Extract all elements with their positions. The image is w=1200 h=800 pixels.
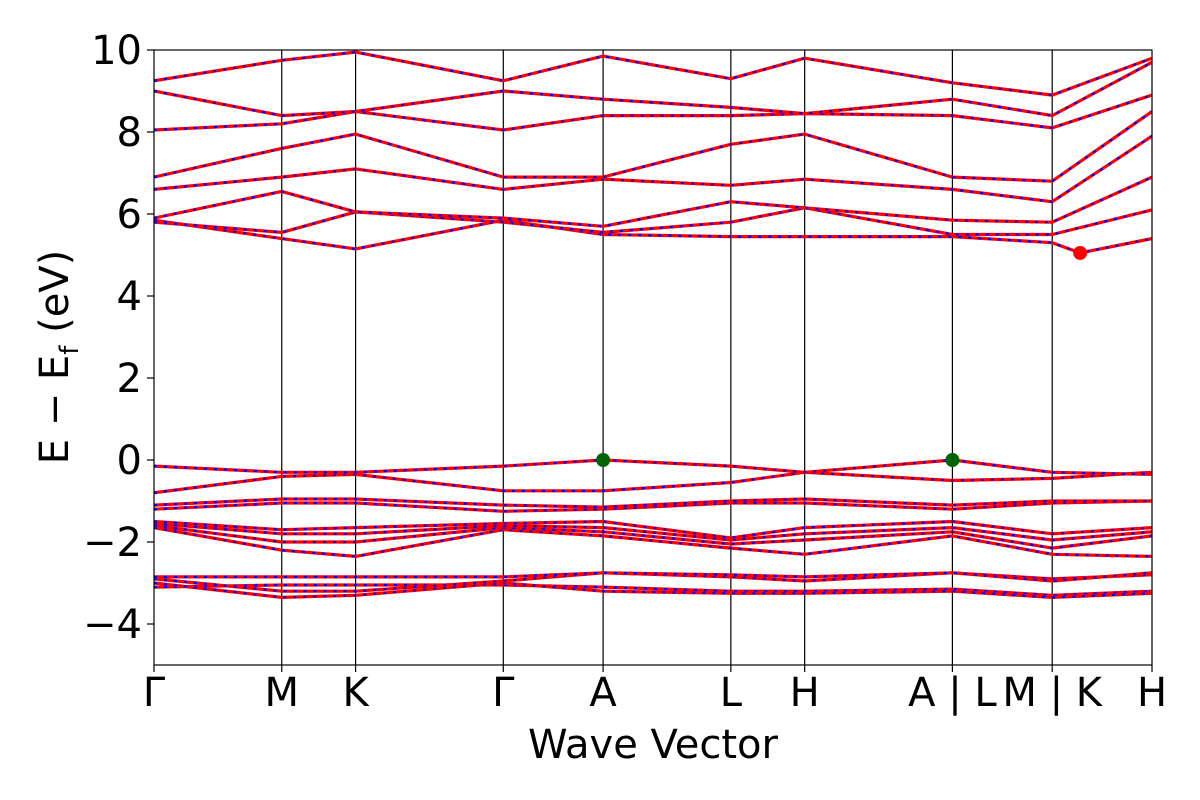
x-tick-label: A [589, 670, 617, 716]
y-axis-ticks: −4 −2 0 2 4 6 8 10 [83, 28, 154, 648]
y-tick-label: 4 [117, 274, 142, 320]
x-tick-label: Γ [492, 670, 515, 716]
x-tick-label: A | L [908, 670, 997, 716]
band-line-overlay-7 [154, 522, 1152, 542]
band-line-18 [154, 93, 1152, 132]
plot-frame [153, 49, 1153, 666]
vbm-marker-1 [596, 453, 611, 467]
y-tick-label: 10 [91, 28, 142, 74]
band-line-overlay-12 [154, 458, 1152, 476]
band-line-overlay-15 [154, 176, 1152, 228]
band-line-15 [154, 175, 1152, 228]
x-tick-label: M | K [1002, 670, 1103, 716]
high-symmetry-lines [281, 50, 1053, 665]
y-tick-label: 2 [117, 356, 142, 402]
band-curves [154, 50, 1152, 600]
x-tick-label: M [264, 670, 299, 716]
band-line-overlay-17 [154, 110, 1152, 183]
y-tick-label: 0 [117, 438, 142, 484]
x-tick-label: Γ [143, 670, 166, 716]
band-line-overlay-13 [154, 219, 1152, 255]
band-line-overlay-20 [154, 50, 1152, 97]
band-line-4 [154, 571, 1152, 583]
band-line-16 [154, 134, 1152, 204]
cbm-marker-3 [1073, 245, 1088, 260]
band-line-14 [154, 206, 1152, 237]
x-tick-label: H [790, 670, 820, 716]
band-line-19 [154, 60, 1152, 118]
x-axis-label: Wave Vector [528, 722, 779, 768]
band-line-10 [154, 497, 1152, 509]
band-line-overlay-6 [154, 524, 1152, 550]
y-tick-label: −4 [83, 602, 142, 648]
band-line-overlay-18 [154, 94, 1152, 132]
band-line-overlay-16 [154, 135, 1152, 203]
y-tick-label: 6 [117, 192, 142, 238]
y-tick-label: 8 [117, 110, 142, 156]
band-line-overlay-8 [154, 520, 1152, 540]
band-line-9 [154, 499, 1152, 513]
x-tick-label: K [342, 670, 370, 716]
band-line-1 [154, 583, 1152, 597]
extremum-markers [596, 245, 1088, 467]
x-tick-label: L [720, 670, 743, 716]
y-tick-label: −2 [83, 520, 142, 566]
y-axis-label: E − Ef (eV) [32, 250, 85, 465]
band-line-overlay-11 [154, 471, 1152, 494]
band-line-5 [154, 526, 1152, 559]
band-line-overlay-2 [154, 581, 1152, 599]
vbm-marker-2 [945, 453, 960, 467]
x-tick-label: H [1137, 670, 1167, 716]
